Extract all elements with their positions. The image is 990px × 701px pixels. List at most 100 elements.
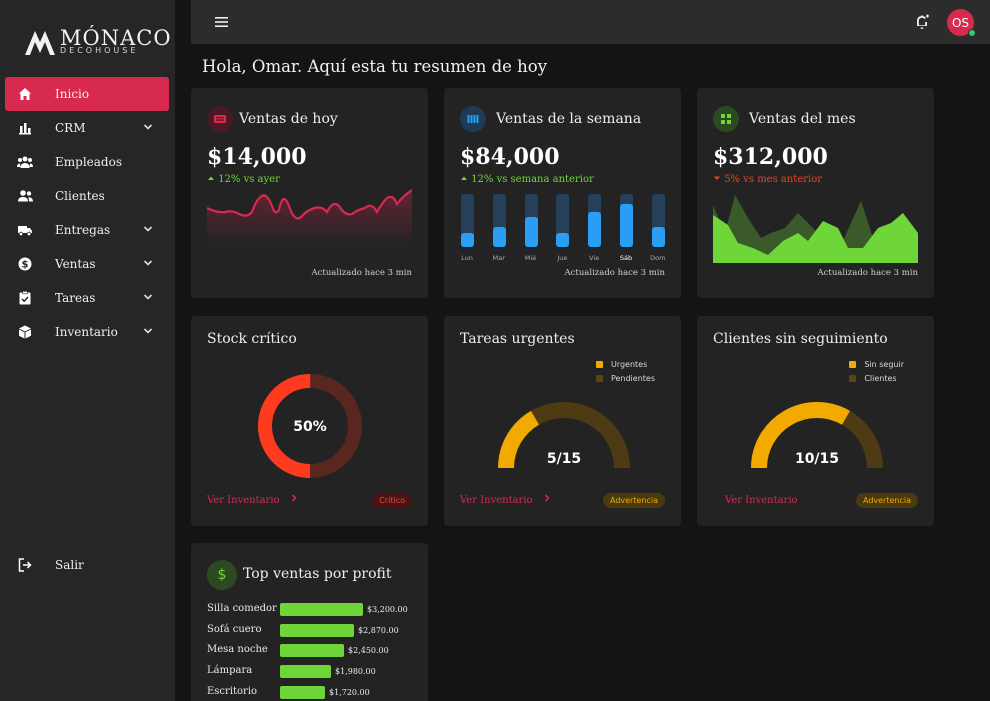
updated-text: Actualizado hace 3 min: [311, 268, 413, 278]
kpi-delta-text: 12% vs ayer: [218, 174, 280, 185]
profit-value: $1,720.00: [329, 687, 370, 697]
product-name: Mesa noche: [207, 644, 268, 656]
link-label: Ver Inventario: [460, 495, 533, 506]
week-bar-fill: [556, 233, 570, 247]
kpi-value: $14,000: [207, 144, 307, 170]
legend-item: Urgentes: [595, 357, 655, 371]
week-bar-track: [556, 194, 570, 247]
logout-icon: [15, 555, 35, 575]
card-ventas-mes: Ventas del mes $312,000 5% vs mes anteri…: [697, 88, 934, 298]
top-sales-row: Silla comedor $3,200.00: [207, 601, 417, 622]
sidebar-item-entregas[interactable]: Entregas: [5, 213, 169, 247]
legend-label: Urgentes: [610, 359, 648, 369]
sidebar-item-ventas[interactable]: $ Ventas: [5, 247, 169, 281]
sidebar-item-label: Ventas: [55, 257, 96, 271]
sidebar-item-label: Entregas: [55, 223, 111, 237]
top-sales-row: Lámpara $1,980.00: [207, 663, 417, 684]
logout-button[interactable]: Salir: [5, 548, 169, 582]
chevron-down-icon: [143, 124, 153, 130]
chevron-down-icon: [143, 328, 153, 334]
kpi-delta-text: 5% vs mes anterior: [724, 174, 823, 185]
home-icon: [15, 84, 35, 104]
product-name: Escritorio: [207, 685, 258, 697]
brand-logo[interactable]: MÓNACO DECOHOUSE: [24, 26, 171, 60]
updated-text: Actualizado hace 3 min: [817, 268, 919, 278]
task-icon: [15, 288, 35, 308]
ver-inventario-link[interactable]: Ver Inventario: [207, 493, 299, 506]
chart-legend: Sin seguir Clientes: [849, 357, 904, 385]
week-bar-track: [492, 194, 506, 247]
hamburger-menu-icon[interactable]: [213, 13, 231, 31]
sidebar-item-label: Inventario: [55, 325, 118, 339]
sidebar-item-inventario[interactable]: Inventario: [5, 315, 169, 349]
status-badge: Advertencia: [602, 493, 665, 508]
week-day-label: Dom: [650, 254, 666, 262]
sparkline-today: [207, 189, 412, 246]
avatar-initials: OS: [951, 15, 970, 30]
arrow-up-icon: [208, 176, 214, 180]
truck-icon: [15, 220, 35, 240]
product-name: Lámpara: [207, 665, 253, 677]
arrow-up-icon: [461, 176, 467, 180]
legend-label: Clientes: [864, 373, 897, 383]
profit-value: $3,200.00: [367, 605, 408, 614]
card-ventas-hoy: Ventas de hoy $14,000 12% vs ayer Actual…: [191, 88, 428, 298]
box-icon: [15, 322, 35, 342]
ver-inventario-link[interactable]: Ver Inventario: [725, 495, 798, 506]
brand-name: MÓNACO: [60, 26, 172, 50]
link-label: Ver Inventario: [725, 495, 798, 506]
card-clientes-sin-seguimiento: Clientes sin seguimiento Sin seguir Clie…: [697, 316, 934, 526]
sidebar-item-crm[interactable]: CRM: [5, 111, 169, 145]
week-bar-fill: [620, 204, 633, 247]
kpi-delta: 12% vs ayer: [207, 174, 280, 185]
dollar-icon: $: [207, 560, 237, 590]
notifications-bell-icon[interactable]: [913, 12, 931, 32]
legend-swatch: [849, 360, 857, 368]
profit-bar: [280, 623, 354, 637]
chevron-right-icon: [291, 494, 297, 502]
kpi-delta-text: 12% vs semana anterior: [471, 174, 594, 185]
kpi-value: $84,000: [460, 144, 560, 170]
card-tareas-urgentes: Tareas urgentes Urgentes Pendientes 5/15…: [444, 316, 681, 526]
profit-value: $2,870.00: [358, 625, 399, 635]
week-bar-track: [620, 194, 633, 247]
week-day-label: Jue: [557, 254, 568, 262]
profit-bar: [280, 685, 325, 699]
ver-inventario-link[interactable]: Ver Inventario: [460, 493, 552, 506]
sidebar-item-empleados[interactable]: Empleados: [5, 145, 169, 179]
brand-subtitle: DECOHOUSE: [60, 46, 139, 55]
stock-donut-chart: 50%: [258, 374, 362, 478]
svg-text:$: $: [22, 260, 29, 271]
card-ventas-semana: Ventas de la semana $84,000 12% vs seman…: [444, 88, 681, 298]
card-title: Ventas del mes: [749, 111, 856, 127]
sidebar-item-tareas[interactable]: Tareas: [5, 281, 169, 315]
card-title: Stock crítico: [207, 331, 297, 347]
sidebar-item-label: Clientes: [55, 189, 105, 203]
user-avatar[interactable]: OS: [947, 9, 976, 37]
chevron-down-icon: [143, 226, 153, 232]
card-title: Ventas de hoy: [239, 111, 338, 127]
week-bar-fill: [588, 212, 602, 247]
week-bar-fill: [461, 233, 474, 247]
product-name: Sofá cuero: [207, 623, 262, 635]
product-name: Silla comedor: [207, 603, 277, 614]
tasks-gauge-chart: 5/15: [498, 402, 630, 469]
gauge-fill-arc: [498, 410, 540, 469]
grid-icon: [713, 106, 739, 132]
status-badge: Crítico: [372, 493, 412, 508]
kpi-delta: 12% vs semana anterior: [460, 174, 594, 185]
legend-label: Pendientes: [610, 373, 655, 383]
sidebar-item-label: Inicio: [55, 87, 90, 101]
sidebar-item-salir[interactable]: Salir: [5, 548, 169, 582]
bars-icon: [460, 106, 486, 132]
sidebar-item-inicio[interactable]: Inicio: [5, 77, 169, 111]
sidebar: MÓNACO DECOHOUSE Inicio CRM Empleados: [0, 0, 175, 701]
profit-value: $1,980.00: [335, 667, 376, 677]
dollar-icon: $: [15, 254, 35, 274]
legend-label: Sin seguir: [864, 359, 904, 369]
people-icon: [15, 186, 35, 206]
gauge-value-label: 5/15: [547, 451, 581, 467]
sidebar-item-clientes[interactable]: Clientes: [5, 179, 169, 213]
link-label: Ver Inventario: [207, 495, 280, 506]
week-day-label: Lun: [461, 254, 473, 262]
